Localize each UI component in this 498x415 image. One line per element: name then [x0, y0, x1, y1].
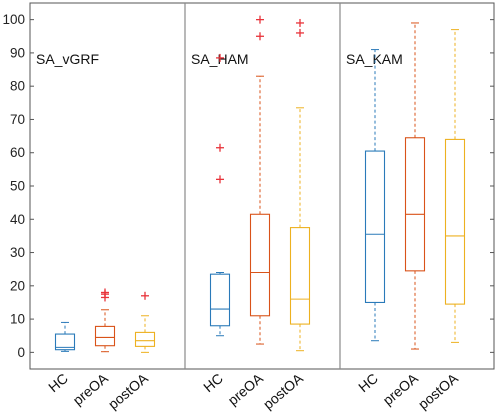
y-tick-label-10: 10 [10, 312, 25, 327]
iqr-box [249, 213, 271, 317]
outlier-marker [216, 53, 224, 62]
category-label-HC: HC [355, 370, 381, 395]
category-label-postOA: postOA [105, 370, 152, 413]
outlier-marker [101, 288, 109, 297]
outlier-marker [296, 18, 304, 27]
category-label-preOA: preOA [225, 370, 267, 409]
outlier-marker [256, 32, 264, 41]
y-tick-label-30: 30 [10, 245, 25, 260]
box-postOA [134, 291, 156, 353]
box-preOA [404, 22, 426, 350]
panels: SA_vGRFHCpreOApostOASA_HAMHCpreOApostOAS… [36, 15, 466, 413]
outlier-marker [256, 15, 264, 24]
box-HC [364, 49, 386, 342]
outlier-marker [216, 175, 224, 184]
y-tick-label-40: 40 [10, 212, 25, 227]
panel-title: SA_vGRF [36, 51, 99, 67]
iqr-box [209, 273, 231, 327]
iqr-box [404, 137, 426, 272]
category-label-HC: HC [45, 370, 71, 395]
box-postOA [289, 18, 311, 352]
y-tick-label-100: 100 [2, 12, 25, 27]
y-tick-label-50: 50 [10, 179, 25, 194]
iqr-box [364, 150, 386, 304]
panel-title: SA_KAM [346, 51, 403, 67]
box-preOA [94, 288, 116, 353]
category-label-postOA: postOA [415, 370, 462, 413]
outlier-marker [141, 291, 149, 300]
box-HC [209, 53, 231, 337]
iqr-box [94, 325, 116, 347]
box-HC [54, 321, 76, 352]
category-label-preOA: preOA [380, 370, 422, 409]
box-postOA [444, 29, 466, 343]
box-preOA [249, 15, 271, 345]
category-label-postOA: postOA [260, 370, 307, 413]
y-tick-label-60: 60 [10, 145, 25, 160]
category-label-HC: HC [200, 370, 226, 395]
iqr-box [444, 138, 466, 305]
outlier-marker [216, 143, 224, 152]
y-tick-label-90: 90 [10, 45, 25, 60]
iqr-box [54, 333, 76, 351]
iqr-box [289, 227, 311, 325]
y-axis: 0 10 20 30 40 50 60 70 80 90 100 [2, 12, 494, 360]
iqr-box [134, 331, 156, 347]
category-label-preOA: preOA [70, 370, 112, 409]
outlier-marker [296, 28, 304, 37]
y-tick-label-80: 80 [10, 79, 25, 94]
y-tick-label-70: 70 [10, 112, 25, 127]
y-tick-label-0: 0 [17, 345, 25, 360]
y-tick-label-20: 20 [10, 278, 25, 293]
